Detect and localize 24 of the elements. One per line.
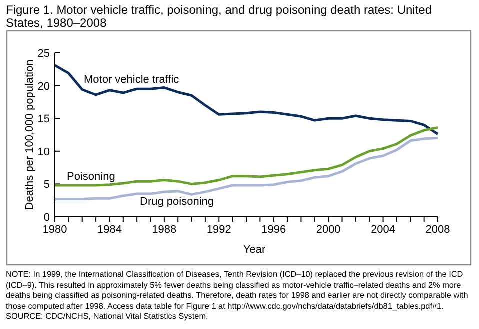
x-tick-label: 1992 xyxy=(206,224,232,236)
chart-title: Figure 1. Motor vehicle traffic, poisoning, and drug poisoning death rates: United States, 1980–2008 xyxy=(6,3,434,30)
x-tick-label: 1984 xyxy=(97,224,122,236)
x-tick-label: 1988 xyxy=(152,224,177,236)
y-axis-title: Deaths per 100,000 population xyxy=(24,60,36,210)
x-tick-label: 2008 xyxy=(426,224,450,236)
series-label: Drug poisoning xyxy=(140,196,214,208)
x-tick-label: 2004 xyxy=(371,224,396,236)
source-note: SOURCE: CDC/NCHS, National Vital Statistics System. xyxy=(6,312,210,322)
line-series xyxy=(54,126,440,187)
x-tick-label: 1980 xyxy=(42,224,68,236)
series-label: Motor vehicle traffic xyxy=(84,74,180,86)
x-axis-title: Year xyxy=(243,244,266,256)
y-tick-label: 15 xyxy=(38,114,50,126)
y-tick-label: 5 xyxy=(44,179,50,192)
y-tick-label: 25 xyxy=(38,48,50,60)
y-tick-label: 10 xyxy=(38,146,50,158)
y-tick-label: 0 xyxy=(44,212,50,224)
text: NOTE: In 1999, the International Classification of Diseases, Tenth Revision (ICD–10) replaced the previous revision of the ICD (ICD–9). This resulted in approximately 5% fewer deaths being classified as motor-vehicle traffic–related deaths and 2% more deaths being classified as poisoning-related deaths. Therefore, death rates for 1998 and earlier are not directly comparable with those computed after 1998. Access data table for Figure 1 at http://www.cdc.gov/nchs/data/databriefs/db81_tables.pdf#1. xyxy=(6,270,470,312)
x-tick-label: 2000 xyxy=(316,224,341,236)
x-tick-label: 1996 xyxy=(262,224,286,236)
series-label: Poisoning xyxy=(67,171,116,183)
line-series xyxy=(54,64,440,136)
y-tick-label: 20 xyxy=(38,80,50,93)
